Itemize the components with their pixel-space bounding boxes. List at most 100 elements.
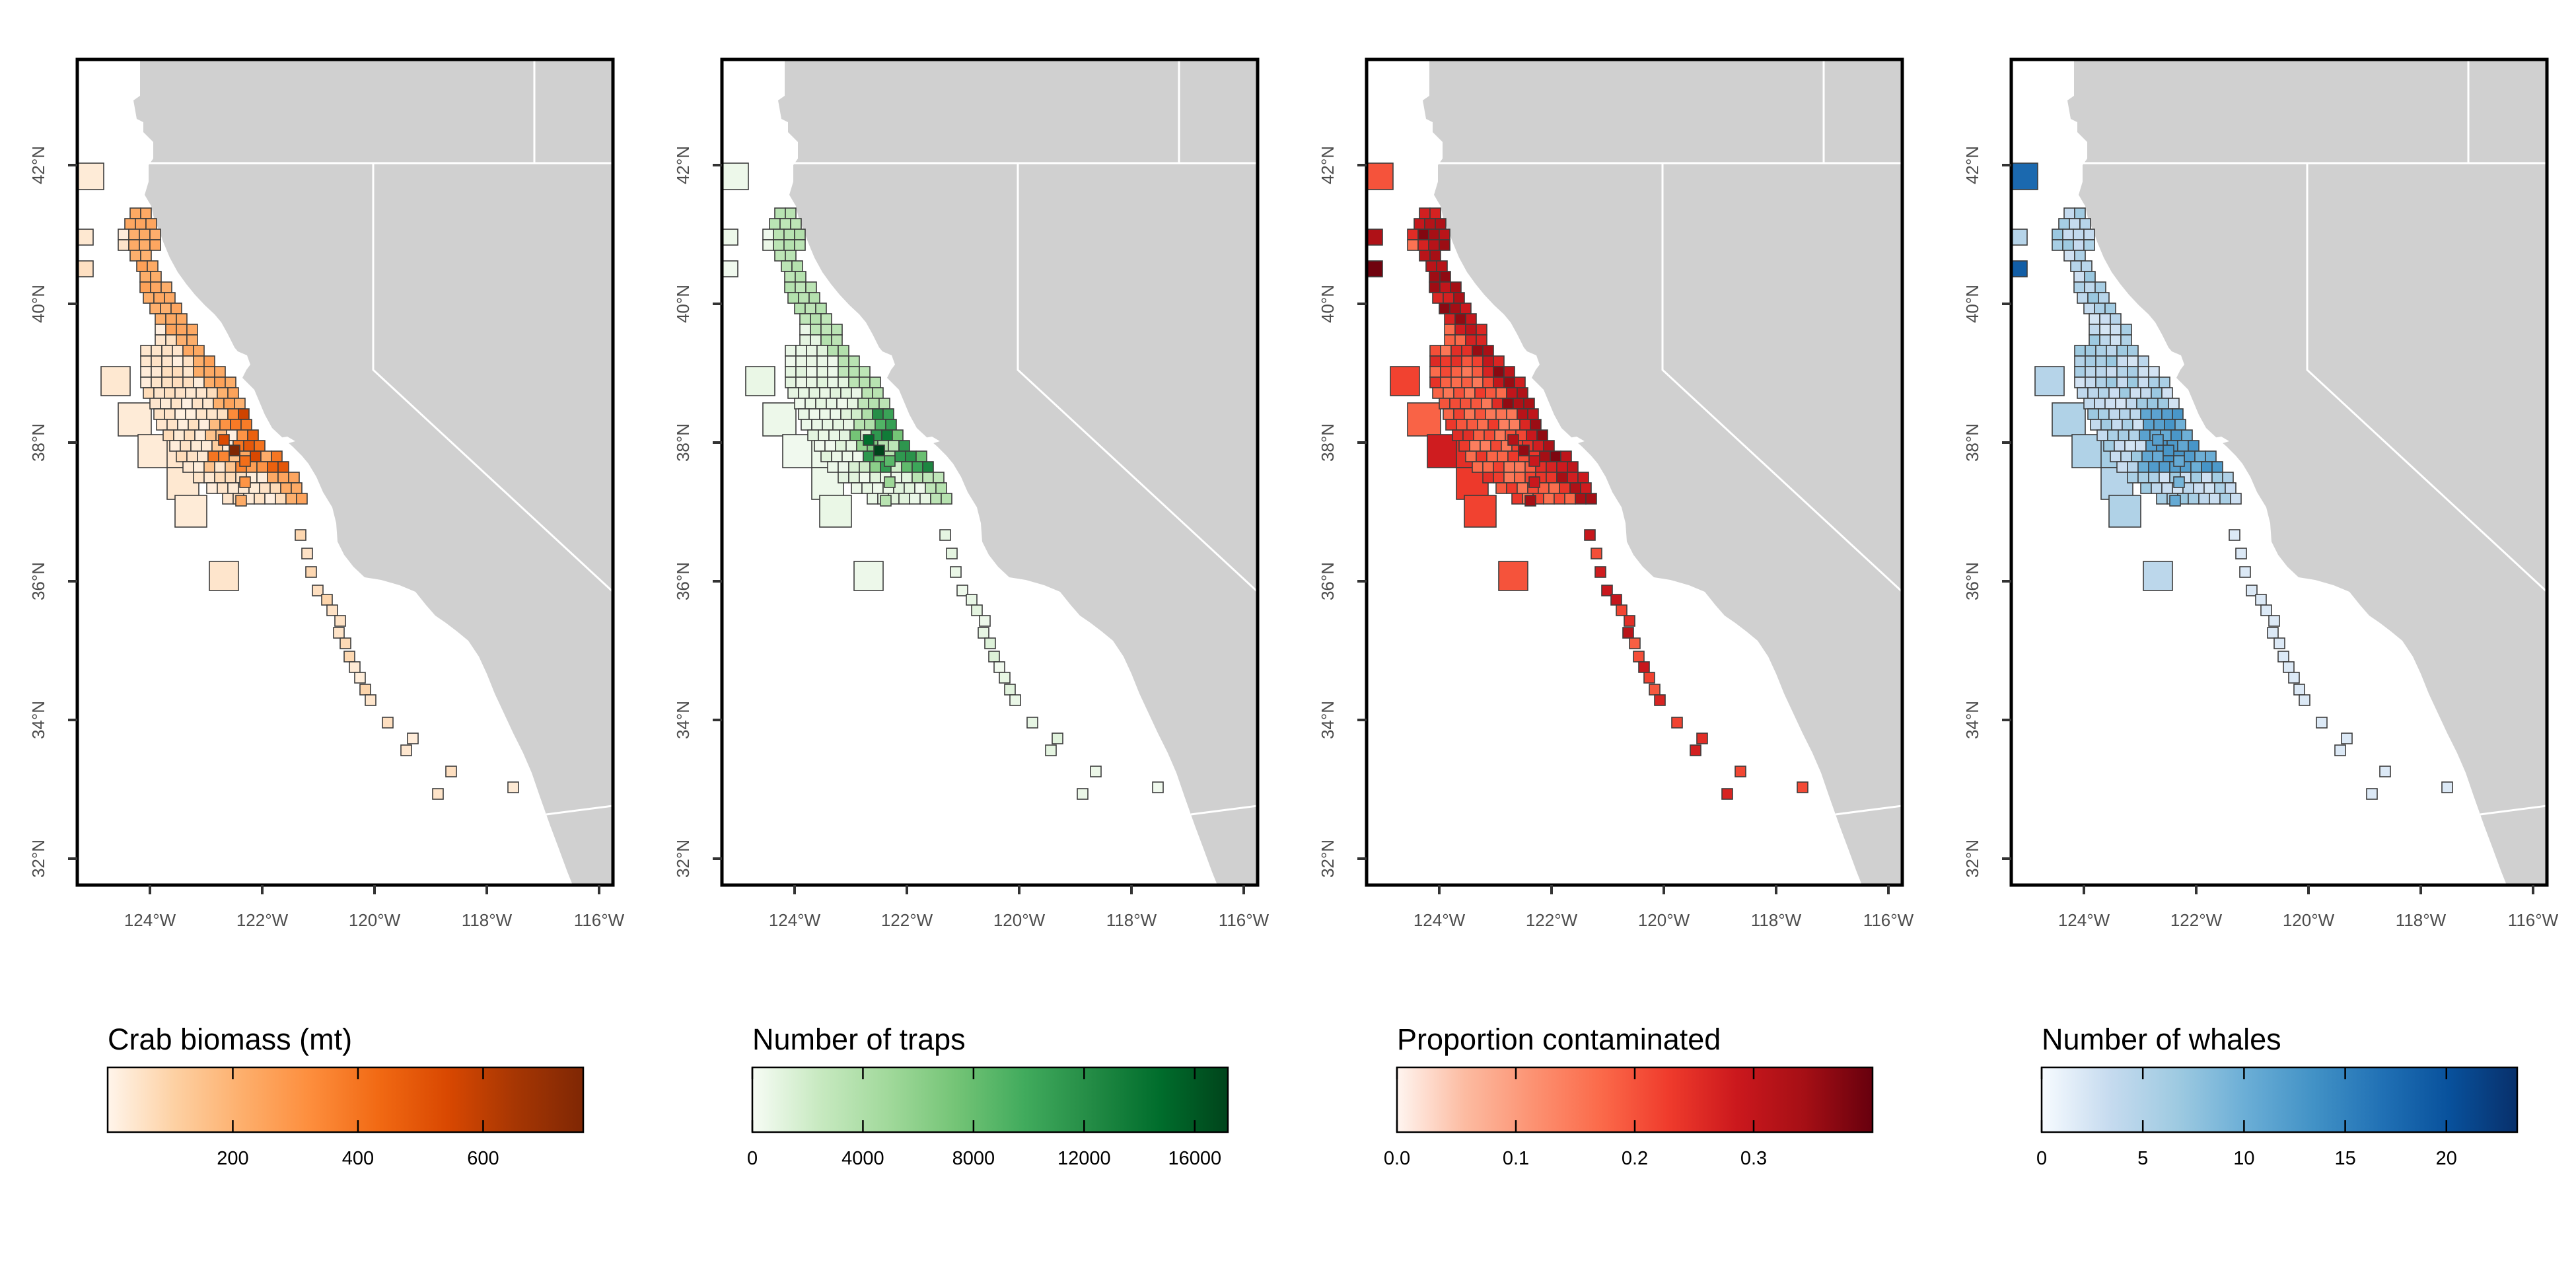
grid-cell <box>801 419 812 431</box>
grid-cell <box>762 402 797 437</box>
grid-cell <box>1419 250 1431 262</box>
grid-cell <box>321 594 333 606</box>
grid-cell <box>1454 313 1466 325</box>
grid-cell <box>1485 387 1497 399</box>
grid-cell <box>1439 239 1450 251</box>
grid-cell <box>2074 207 2086 219</box>
lat-label-38: 38°N <box>1318 423 1338 462</box>
grid-cell <box>773 239 785 251</box>
grid-cell <box>153 408 165 420</box>
grid-cell <box>1580 482 1592 494</box>
grid-cell <box>2184 450 2196 462</box>
grid-cell <box>838 376 849 388</box>
grid-cell <box>1482 376 1494 388</box>
grid-cell <box>722 260 738 277</box>
grid-cell <box>1450 281 1462 293</box>
grid-cell <box>2151 408 2163 420</box>
traps-colorbar-frame <box>751 1066 1229 1133</box>
grid-cell <box>2011 229 2028 246</box>
grid-cell <box>2100 419 2112 431</box>
lat-label-42: 42°N <box>673 146 693 184</box>
grid-cell <box>203 461 215 473</box>
grid-cell <box>2011 162 2038 190</box>
grid-cell <box>815 398 827 410</box>
grid-cell <box>2177 440 2189 452</box>
grid-cell <box>2136 398 2148 410</box>
grid-cell <box>1517 408 1528 420</box>
grid-cell <box>230 419 242 431</box>
grid-cell <box>1450 345 1462 357</box>
grid-cell <box>1493 376 1505 388</box>
traps-latitude-labels: 32°N 34°N 36°N 38°N 40°N 42°N <box>673 146 693 878</box>
grid-cell <box>2173 455 2185 467</box>
grid-cell <box>816 355 828 367</box>
grid-cell <box>172 345 184 357</box>
grid-cell <box>1546 472 1557 483</box>
grid-cell <box>166 419 178 431</box>
grid-cell <box>2159 461 2170 473</box>
grid-cell <box>2085 366 2096 378</box>
grid-cell <box>1610 594 1622 606</box>
grid-cell <box>2079 218 2091 230</box>
grid-cell <box>1367 229 1383 246</box>
grid-cell <box>149 239 161 251</box>
grid-cell <box>2239 566 2251 578</box>
grid-cell <box>1503 366 1515 378</box>
grid-cell <box>1444 334 1456 346</box>
grid-cell <box>209 561 239 591</box>
grid-cell <box>861 387 873 399</box>
lat-label-42: 42°N <box>28 146 48 184</box>
lon-label-116: 116°W <box>1219 910 1270 930</box>
grid-cell <box>1482 472 1494 483</box>
grid-cell <box>2108 408 2120 420</box>
grid-cell <box>177 419 189 431</box>
grid-cell <box>785 207 797 219</box>
grid-cell <box>198 419 210 431</box>
grid-cell <box>2209 493 2221 505</box>
grid-cell <box>784 271 796 283</box>
grid-cell <box>2120 334 2132 346</box>
whales-colorbar <box>2040 1066 2519 1133</box>
whales-longitude-labels: 124°W 122°W 120°W 118°W 116°W <box>2058 910 2559 930</box>
grid-cell <box>2235 548 2247 559</box>
grid-cell <box>2090 419 2102 431</box>
grid-cell <box>795 271 806 283</box>
grid-cell <box>978 627 989 639</box>
lat-label-36: 36°N <box>28 562 48 600</box>
grid-cell <box>225 461 236 473</box>
grid-cell <box>214 461 226 473</box>
grid-cell <box>186 334 198 346</box>
grid-cell <box>1460 303 1472 314</box>
grid-cell <box>2085 345 2096 357</box>
grid-cell <box>206 482 218 494</box>
grid-cell <box>859 461 871 473</box>
grid-cell <box>1458 440 1470 452</box>
grid-cell <box>1444 313 1456 325</box>
grid-cell <box>186 324 198 336</box>
grid-cell <box>925 482 937 494</box>
grid-cell <box>857 398 869 410</box>
grid-cell <box>1435 218 1447 230</box>
crab-colorbar <box>106 1066 585 1133</box>
grid-cell <box>1493 461 1505 473</box>
grid-cell <box>2089 334 2100 346</box>
whales-colorbar-label-10: 10 <box>2233 1148 2254 1169</box>
grid-cell <box>254 493 266 505</box>
grid-cell <box>1643 672 1655 684</box>
grid-cell <box>979 615 991 627</box>
grid-cell <box>1616 604 1628 616</box>
grid-cell <box>2069 218 2081 230</box>
grid-cell <box>1536 429 1548 441</box>
grid-cell <box>2111 419 2123 431</box>
grid-cell <box>1461 376 1473 388</box>
crab-biomass-map-panel: 32°N 34°N 36°N 38°N 40°N 42°N 124°W 122°… <box>28 57 625 1169</box>
grid-cell <box>1601 585 1613 596</box>
grid-cell <box>217 408 229 420</box>
grid-cell <box>223 398 235 410</box>
grid-cell <box>835 440 847 452</box>
grid-cell <box>176 324 188 336</box>
grid-cell <box>1622 627 1634 639</box>
crab-map-frame <box>75 57 615 887</box>
grid-cell <box>1517 387 1528 399</box>
grid-cell <box>848 461 860 473</box>
